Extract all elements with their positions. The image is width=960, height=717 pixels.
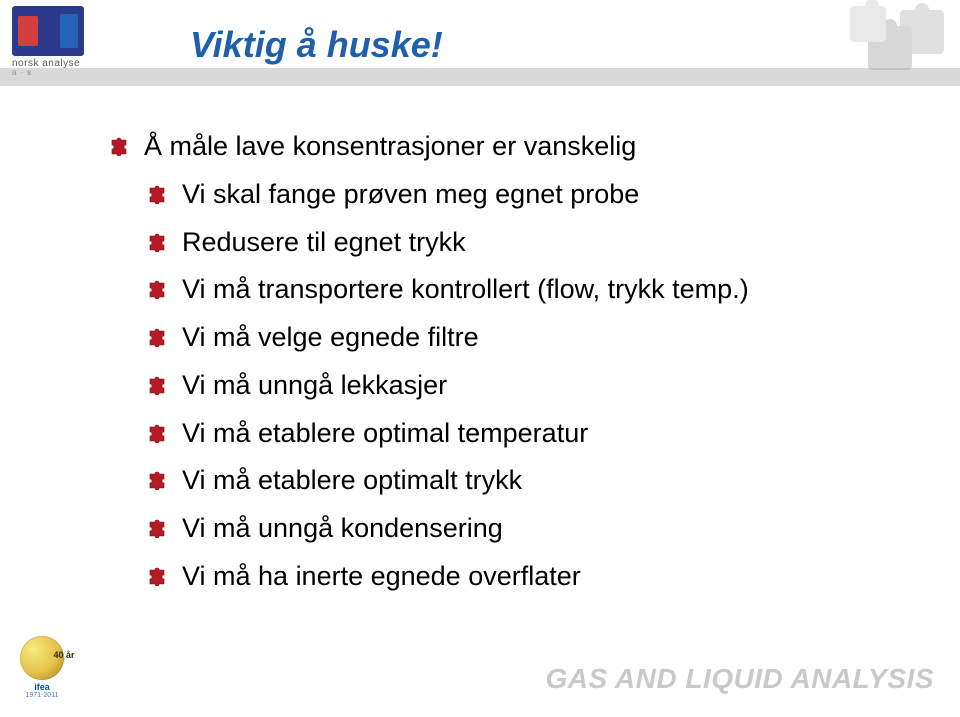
puzzle-bullet-icon [148,232,168,252]
bullet-text: Vi må transportere kontrollert (flow, tr… [182,273,749,307]
puzzle-decor [832,6,952,82]
puzzle-bullet-icon [148,423,168,443]
header-band [0,68,960,86]
bullet-item: Vi må etablere optimalt trykk [148,464,900,498]
bullet-item: Vi må transportere kontrollert (flow, tr… [148,273,900,307]
puzzle-bullet-icon [148,470,168,490]
anniversary-badge: ifea 1971-2011 [14,636,70,699]
bullet-item: Vi må ha inerte egnede overflater [148,560,900,594]
bullet-text: Vi må unngå lekkasjer [182,369,447,403]
bullet-list: Å måle lave konsentrasjoner er vanskelig… [110,130,900,608]
bullet-text: Vi må velge egnede filtre [182,321,479,355]
bullet-item: Vi må velge egnede filtre [148,321,900,355]
bullet-text: Å måle lave konsentrasjoner er vanskelig [144,130,636,164]
brand-logo: norsk analyse a·s [12,6,122,77]
header: norsk analyse a·s Viktig å huske! [0,0,960,86]
brand-logo-mark [12,6,84,56]
bullet-item: Vi skal fange prøven meg egnet probe [148,178,900,212]
puzzle-bullet-icon [148,327,168,347]
bullet-text: Vi må ha inerte egnede overflater [182,560,581,594]
bullet-item: Redusere til egnet trykk [148,226,900,260]
brand-suffix: a·s [12,68,122,77]
puzzle-bullet-icon [148,184,168,204]
medal-icon [20,636,64,680]
footer-org: ifea [14,682,70,692]
bullet-text: Vi må etablere optimalt trykk [182,464,522,498]
slide-title: Viktig å huske! [190,24,443,66]
bullet-item: Å måle lave konsentrasjoner er vanskelig [110,130,900,164]
bullet-text: Redusere til egnet trykk [182,226,466,260]
puzzle-bullet-icon [110,136,130,156]
footer-tagline: GAS AND LIQUID ANALYSIS [546,663,934,695]
bullet-text: Vi må etablere optimal temperatur [182,417,588,451]
puzzle-bullet-icon [148,375,168,395]
bullet-item: Vi må unngå kondensering [148,512,900,546]
slide: norsk analyse a·s Viktig å huske! Å måle… [0,0,960,717]
puzzle-bullet-icon [148,566,168,586]
footer-years: 1971-2011 [14,692,70,699]
bullet-item: Vi må unngå lekkasjer [148,369,900,403]
bullet-text: Vi skal fange prøven meg egnet probe [182,178,639,212]
puzzle-bullet-icon [148,279,168,299]
puzzle-bullet-icon [148,518,168,538]
puzzle-piece-icon [850,6,886,42]
bullet-text: Vi må unngå kondensering [182,512,503,546]
bullet-item: Vi må etablere optimal temperatur [148,417,900,451]
